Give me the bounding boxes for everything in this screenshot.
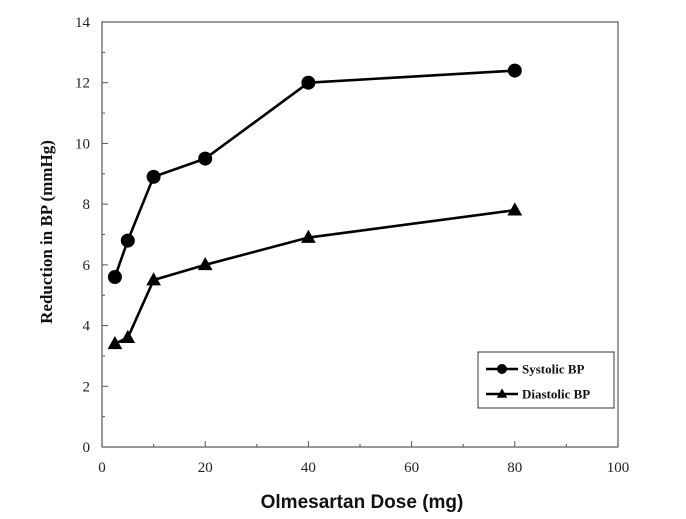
data-point-diastolic-bp <box>120 329 136 344</box>
y-tick-label: 10 <box>75 136 90 152</box>
data-point-diastolic-bp <box>107 335 123 350</box>
x-tick-label: 100 <box>607 460 630 476</box>
tick-marks <box>101 21 619 448</box>
y-tick-label: 6 <box>83 258 91 274</box>
tick-labels: 0 20 40 60 80 100 0 2 4 6 8 10 12 14 <box>75 15 629 476</box>
y-tick-label: 2 <box>83 379 91 395</box>
series-line-diastolic-bp <box>114 208 515 345</box>
legend-marker-diastolic-bp <box>496 388 508 398</box>
legend-label-diastolic-bp: Diastolic BP <box>522 387 590 402</box>
data-point-diastolic-bp <box>301 229 316 243</box>
data-point-systolic-bp <box>301 75 316 90</box>
data-point-systolic-bp <box>507 63 522 78</box>
legend: Systolic BP Diastolic BP <box>477 351 615 409</box>
x-tick-label: 0 <box>98 460 106 476</box>
y-tick-label: 12 <box>75 76 90 92</box>
x-tick-label: 60 <box>404 460 419 476</box>
legend-marker-systolic-bp <box>497 364 507 374</box>
x-tick-label: 40 <box>301 460 316 476</box>
x-tick-label: 80 <box>507 460 522 476</box>
data-point-diastolic-bp <box>197 257 213 271</box>
data-point-diastolic-bp <box>507 202 523 216</box>
x-axis-title: Olmesartan Dose (mg) <box>261 492 464 513</box>
series <box>107 63 523 350</box>
data-point-systolic-bp <box>107 270 122 284</box>
y-tick-label: 4 <box>83 319 91 335</box>
y-axis-title: Reduction in BP (mmHg) <box>37 140 56 324</box>
x-tick-label: 20 <box>198 460 213 476</box>
y-tick-label: 0 <box>83 440 91 456</box>
series-systolic-bp <box>107 63 522 284</box>
legend-box <box>477 351 615 409</box>
series-diastolic-bp <box>107 202 523 350</box>
data-point-systolic-bp <box>198 151 213 166</box>
y-tick-label: 14 <box>75 15 91 31</box>
data-point-systolic-bp <box>120 233 135 248</box>
series-line-systolic-bp <box>113 69 515 278</box>
legend-label-systolic-bp: Systolic BP <box>522 362 585 377</box>
y-tick-label: 8 <box>83 197 91 213</box>
data-point-diastolic-bp <box>146 272 161 286</box>
data-point-systolic-bp <box>146 169 161 184</box>
